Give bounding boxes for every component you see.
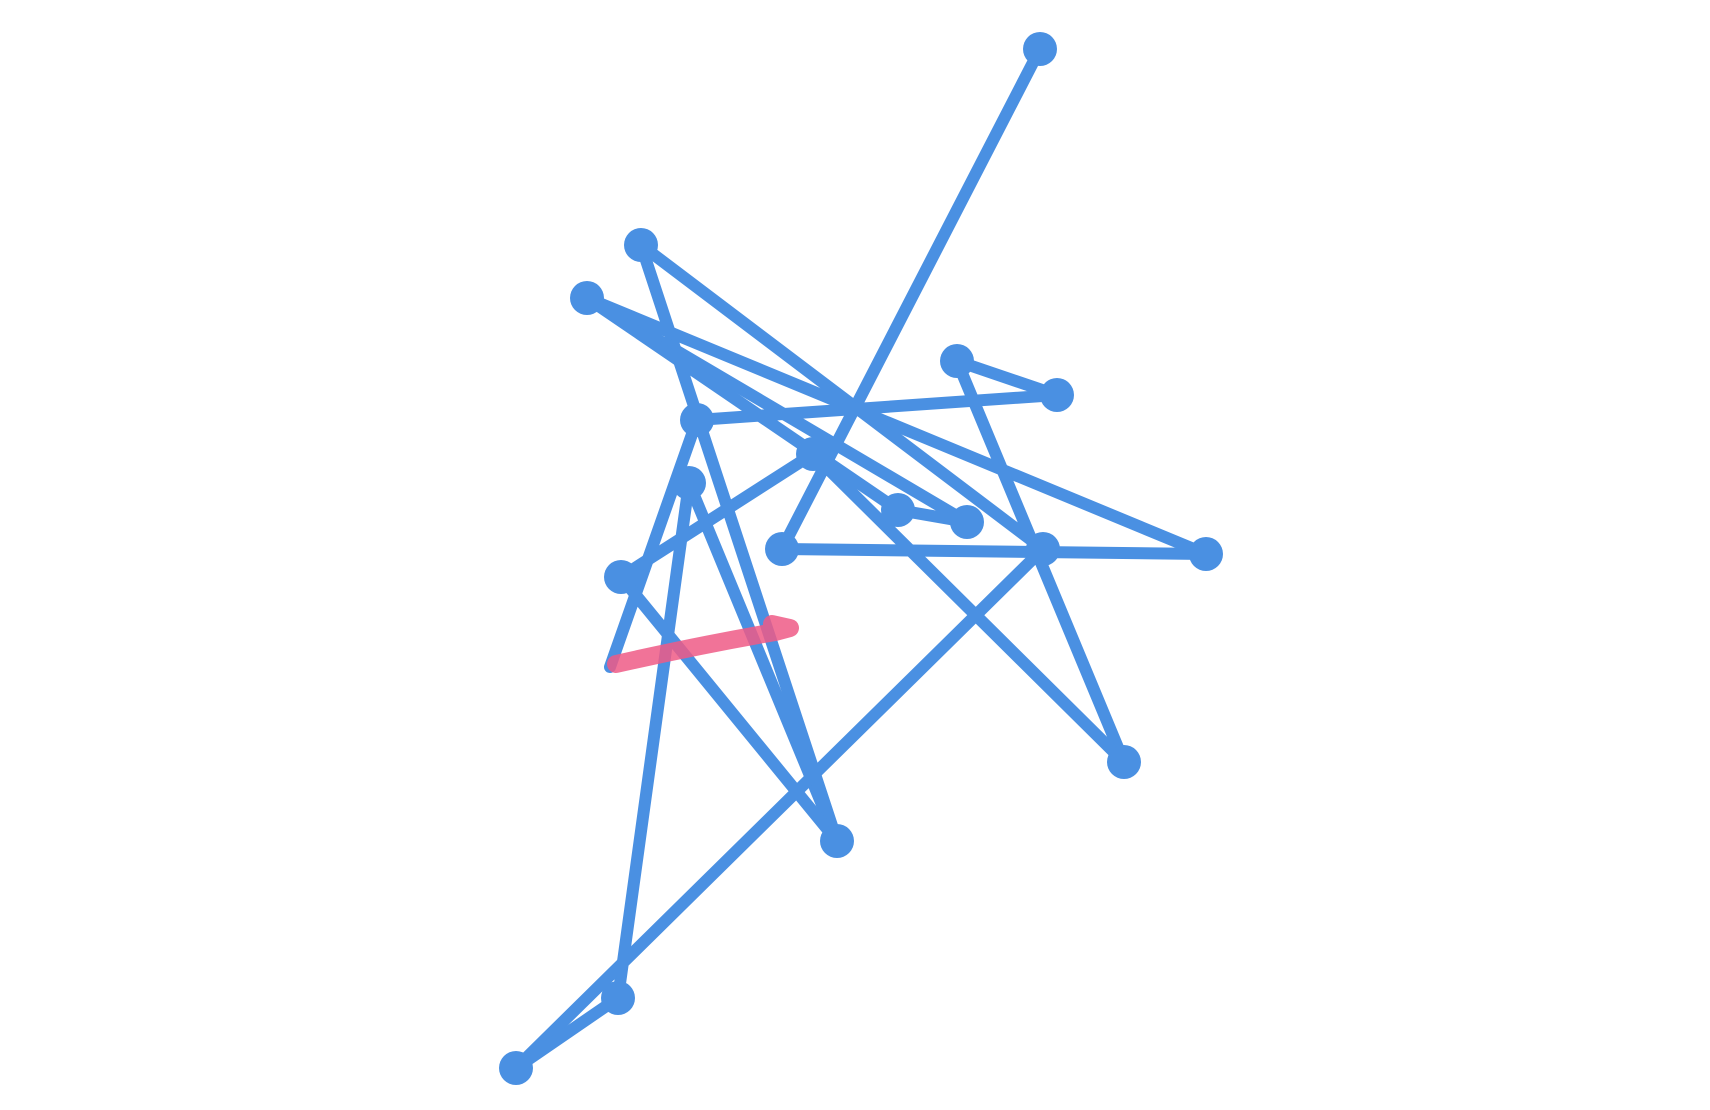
- edges-layer: [510, 43, 1212, 1074]
- graph-node[interactable]: [604, 560, 638, 594]
- graph-node[interactable]: [1026, 532, 1060, 566]
- graph-node[interactable]: [680, 403, 714, 437]
- graph-edge: [581, 292, 1212, 560]
- graph-node[interactable]: [499, 1051, 533, 1085]
- graph-node[interactable]: [672, 466, 706, 500]
- slice-stroke: [607, 615, 799, 673]
- graph-edge: [510, 543, 1049, 1074]
- graph-edge: [951, 355, 1063, 401]
- graph-node[interactable]: [1040, 378, 1074, 412]
- graph-node[interactable]: [624, 228, 658, 262]
- graph-edge: [604, 414, 703, 673]
- graph-edge: [615, 448, 819, 583]
- graph-node[interactable]: [1023, 32, 1057, 66]
- graph-edge: [581, 292, 904, 516]
- graph-node[interactable]: [940, 344, 974, 378]
- graph-edge: [612, 477, 695, 1004]
- graph-node[interactable]: [950, 505, 984, 539]
- nodes-layer: [499, 32, 1223, 1085]
- graph-edge: [807, 448, 1130, 768]
- graph-node[interactable]: [570, 281, 604, 315]
- graph-node[interactable]: [1107, 745, 1141, 779]
- graph-edge: [683, 477, 843, 847]
- graph-node[interactable]: [1189, 537, 1223, 571]
- graph-node[interactable]: [765, 532, 799, 566]
- graph-edge: [776, 543, 1212, 560]
- graph-node[interactable]: [820, 824, 854, 858]
- graph-edge: [615, 571, 843, 847]
- graph-edge: [691, 389, 1063, 426]
- graph-edge: [510, 992, 624, 1074]
- graph-node[interactable]: [881, 493, 915, 527]
- graph-node[interactable]: [796, 437, 830, 471]
- graph-node[interactable]: [601, 981, 635, 1015]
- slice-layer: [607, 615, 799, 673]
